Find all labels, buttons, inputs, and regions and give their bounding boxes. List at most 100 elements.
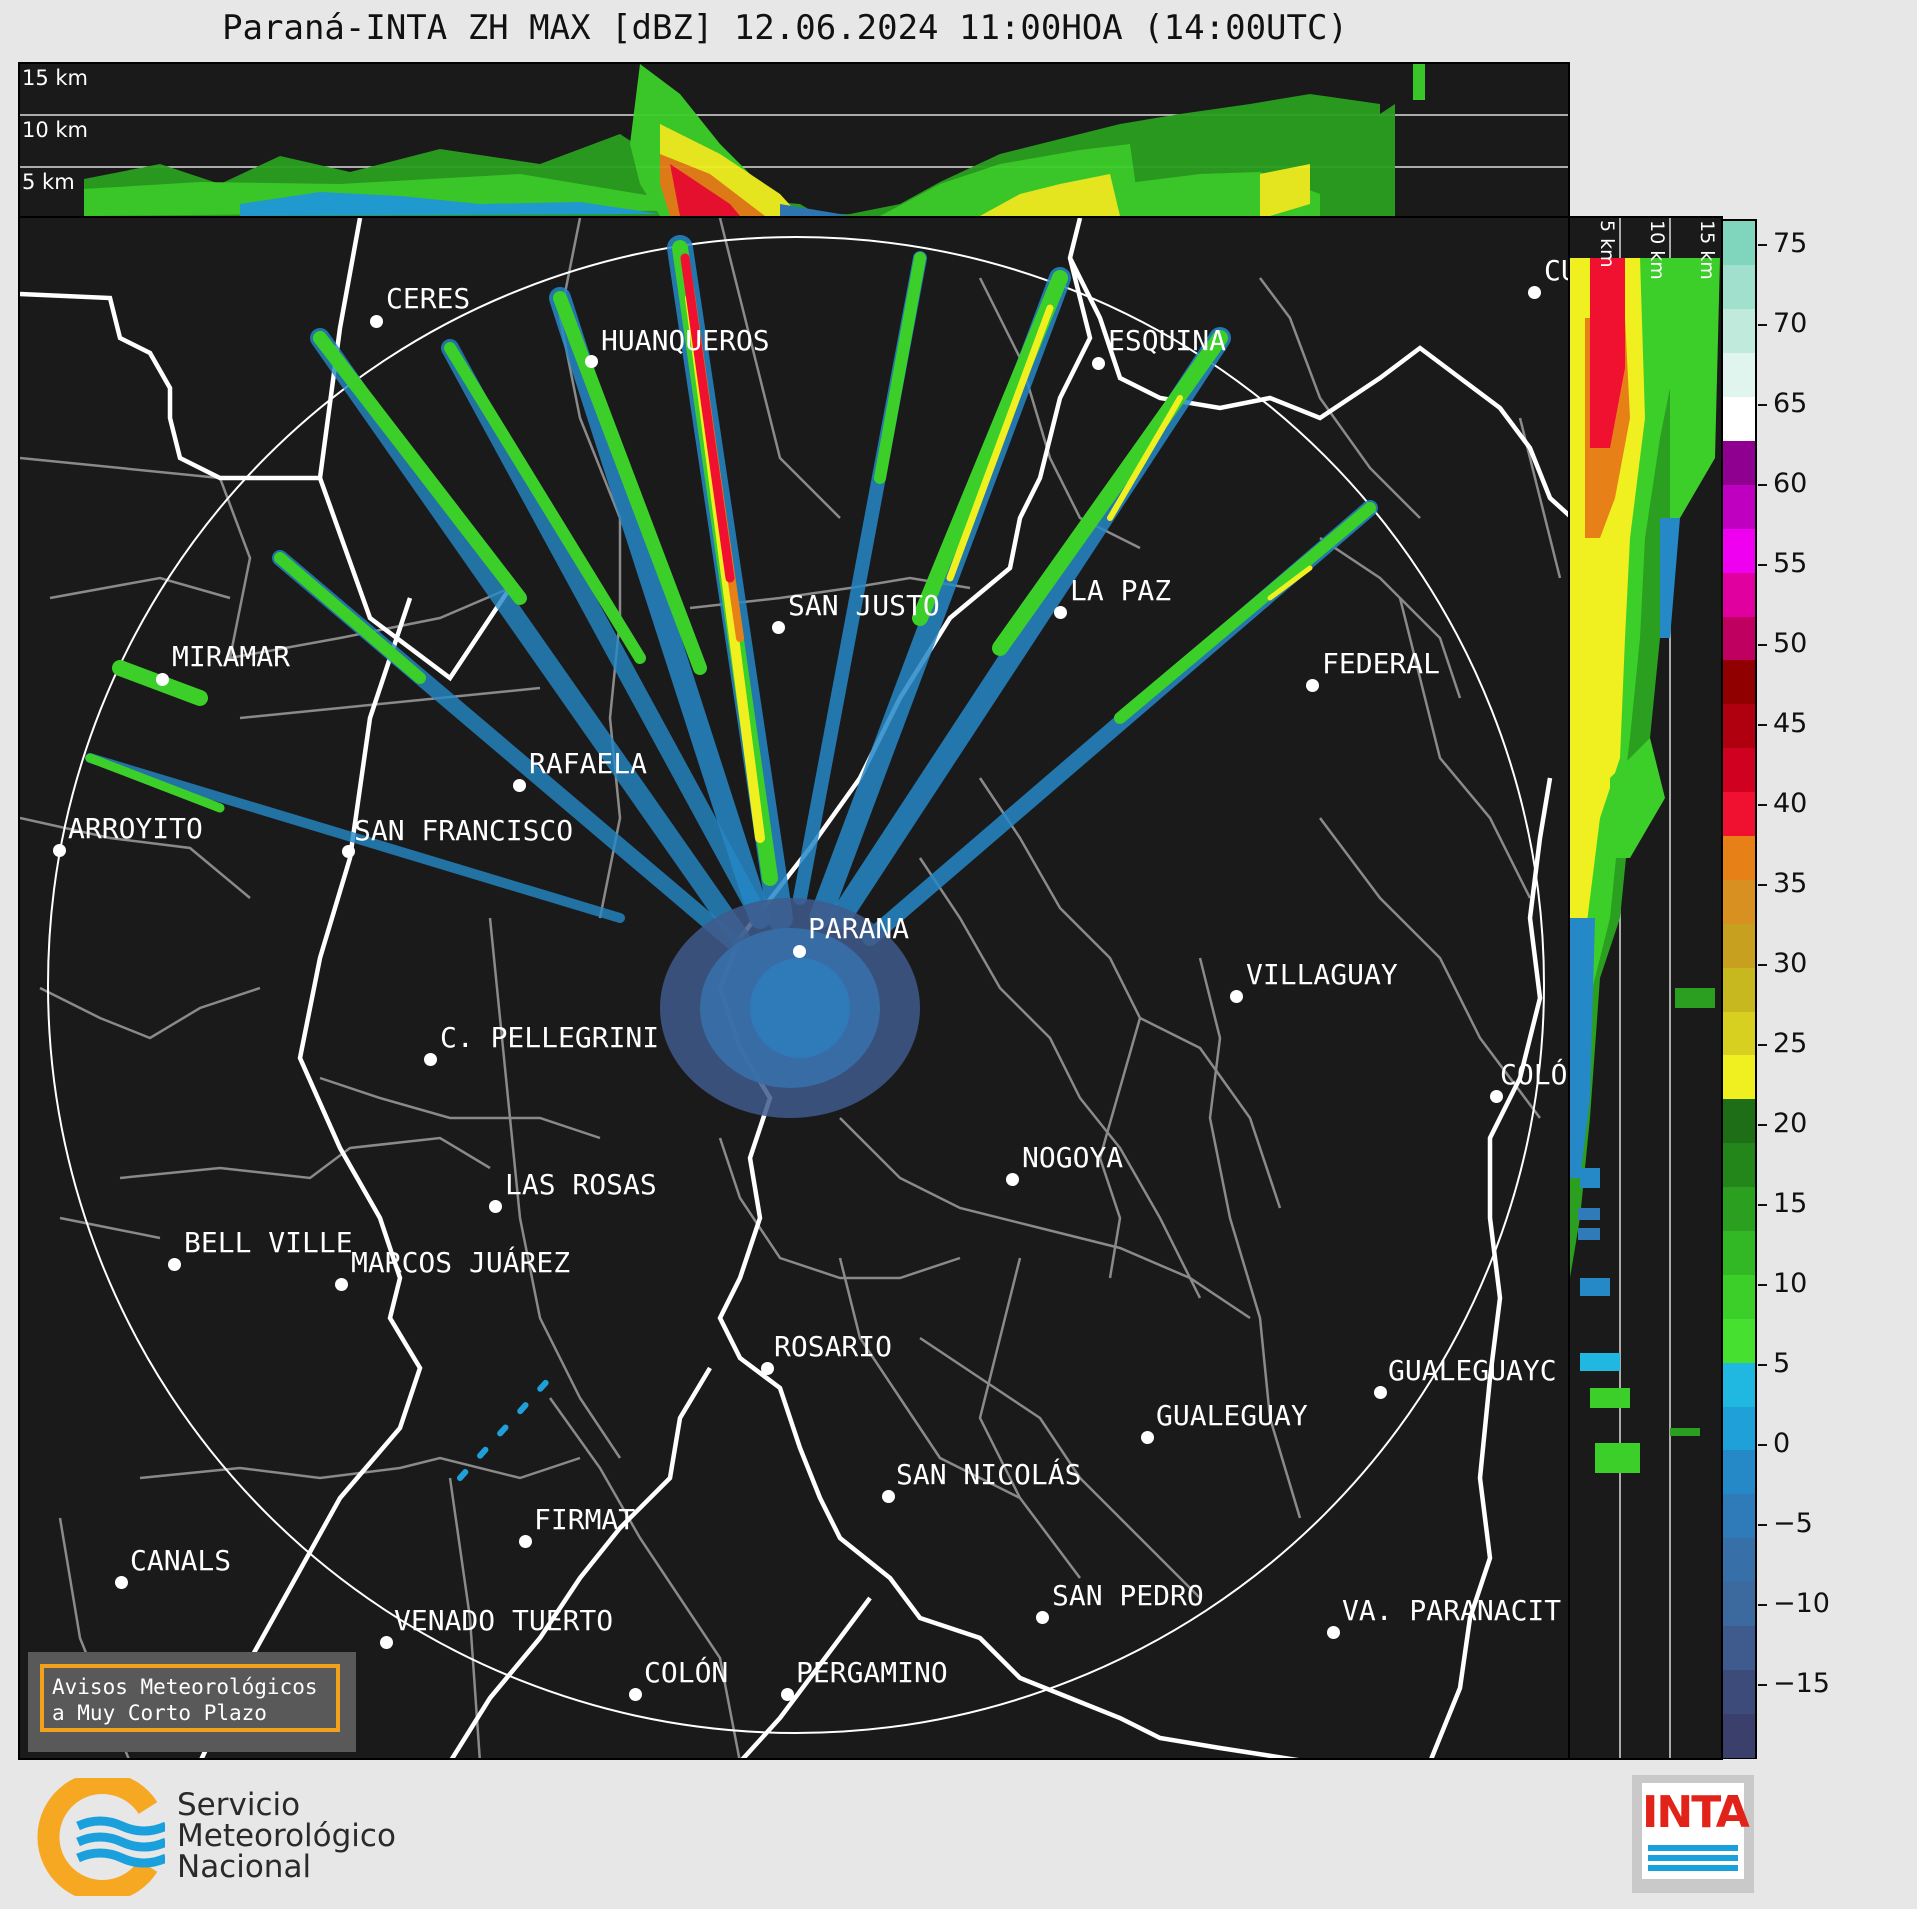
colorbar-tick	[1758, 724, 1767, 726]
city-label-marcos-juarez: MARCOS JUÁREZ	[351, 1246, 571, 1279]
radar-echoes	[85, 235, 1378, 1481]
right-alt-label-5km: 5 km	[1596, 220, 1618, 268]
city-marker	[335, 1278, 348, 1291]
colorbar-band	[1723, 703, 1755, 749]
city-label-arroyito: ARROYITO	[68, 812, 203, 845]
reflectivity-colorbar	[1721, 219, 1757, 1759]
city-label-san-nicolas: SAN NICOLÁS	[896, 1458, 1082, 1491]
colorbar-band	[1723, 791, 1755, 836]
alt-label-5km: 5 km	[22, 170, 75, 194]
city-marker	[424, 1053, 437, 1066]
right-cross-section-echoes	[1570, 218, 1720, 1758]
city-marker	[1490, 1090, 1503, 1103]
colorbar-tick	[1758, 884, 1767, 886]
city-label-huanqueros: HUANQUEROS	[601, 324, 770, 357]
colorbar-band	[1723, 747, 1755, 793]
city-label-cu: CU	[1544, 254, 1568, 287]
city-label-esquina: ESQUINA	[1108, 324, 1227, 357]
colorbar-band	[1723, 923, 1755, 968]
city-marker	[1054, 606, 1067, 619]
city-label-colo: COLÓ	[1500, 1058, 1568, 1091]
city-marker	[115, 1576, 128, 1589]
colorbar-band	[1723, 572, 1755, 617]
colorbar-band	[1723, 1537, 1755, 1583]
colorbar-tick	[1758, 1364, 1767, 1366]
colorbar-tick	[1758, 244, 1767, 246]
colorbar-band	[1723, 659, 1755, 705]
colorbar-tick	[1758, 1204, 1767, 1206]
top-cross-section-panel: 15 km 10 km 5 km	[18, 62, 1570, 218]
city-marker	[1036, 1611, 1049, 1624]
colorbar-tick-label: −5	[1773, 1508, 1813, 1539]
radar-map	[20, 218, 1568, 1758]
colorbar-tick	[1758, 1044, 1767, 1046]
city-label-gualeguay: GUALEGUAY	[1156, 1399, 1308, 1432]
top-cross-section-echoes	[20, 64, 1568, 216]
colorbar-band	[1723, 1669, 1755, 1714]
city-label-villaguay: VILLAGUAY	[1246, 958, 1398, 991]
city-marker	[1374, 1386, 1387, 1399]
notice-line-1: Avisos Meteorológicos	[52, 1675, 318, 1699]
city-marker-radar	[793, 945, 806, 958]
colorbar-tick	[1758, 1604, 1767, 1606]
notice-box: Avisos Meteorológicos a Muy Corto Plazo	[28, 1652, 356, 1752]
colorbar-band	[1723, 1405, 1755, 1451]
colorbar-tick-label: 50	[1773, 628, 1808, 659]
city-label-ceres: CERES	[386, 282, 471, 315]
colorbar-tick-label: 70	[1773, 308, 1808, 339]
city-label-gualeguayc: GUALEGUAYC	[1388, 1354, 1557, 1387]
city-label-va-paranacit: VA. PARANACIT	[1342, 1594, 1562, 1627]
city-marker	[53, 844, 66, 857]
colorbar-tick-label: 65	[1773, 388, 1808, 419]
city-marker	[1092, 357, 1105, 370]
colorbar-tick	[1758, 404, 1767, 406]
colorbar-tick-label: 40	[1773, 788, 1808, 819]
notice-frame: Avisos Meteorológicos a Muy Corto Plazo	[40, 1664, 340, 1732]
colorbar-band	[1723, 1713, 1755, 1758]
city-marker	[380, 1636, 393, 1649]
city-marker	[489, 1200, 502, 1213]
colorbar-band	[1723, 1274, 1755, 1319]
colorbar-tick-label: 75	[1773, 228, 1808, 259]
city-marker	[1141, 1431, 1154, 1444]
city-marker	[519, 1535, 532, 1548]
city-marker	[342, 845, 355, 858]
colorbar-tick	[1758, 484, 1767, 486]
city-marker	[168, 1258, 181, 1271]
colorbar-band	[1723, 967, 1755, 1012]
colorbar-band	[1723, 1449, 1755, 1495]
colorbar-tick-label: 25	[1773, 1028, 1808, 1059]
colorbar-band	[1723, 484, 1755, 529]
smn-line-3: Nacional	[177, 1849, 312, 1885]
colorbar-band	[1723, 396, 1755, 442]
city-label-san-pedro: SAN PEDRO	[1052, 1579, 1204, 1612]
city-marker	[781, 1688, 794, 1701]
city-label-las-rosas: LAS ROSAS	[505, 1168, 657, 1201]
colorbar-tick-label: 20	[1773, 1108, 1808, 1139]
colorbar-band	[1723, 1142, 1755, 1188]
colorbar-tick	[1758, 1124, 1767, 1126]
city-label-c-pellegrini: C. PELLEGRINI	[440, 1021, 660, 1054]
colorbar-tick	[1758, 964, 1767, 966]
city-label-colon: COLÓN	[644, 1656, 729, 1689]
city-marker	[1306, 679, 1319, 692]
chart-title: Paraná-INTA ZH MAX [dBZ] 12.06.2024 11:0…	[222, 8, 1348, 48]
colorbar-band	[1723, 264, 1755, 310]
colorbar-band	[1723, 835, 1755, 880]
colorbar-band	[1723, 879, 1755, 924]
colorbar-band	[1723, 1625, 1755, 1670]
colorbar-tick-label: 60	[1773, 468, 1808, 499]
colorbar-tick	[1758, 1684, 1767, 1686]
colorbar-band	[1723, 1230, 1755, 1275]
colorbar-band	[1723, 308, 1755, 354]
city-label-pergamino: PERGAMINO	[796, 1656, 948, 1689]
colorbar-tick-label: 45	[1773, 708, 1808, 739]
city-label-nogoya: NOGOYA	[1022, 1141, 1124, 1174]
colorbar-tick	[1758, 1284, 1767, 1286]
city-label-venado-tuerto: VENADO TUERTO	[394, 1604, 614, 1637]
inta-logo-box: INTA	[1642, 1783, 1750, 1879]
colorbar-tick	[1758, 1524, 1767, 1526]
city-marker	[156, 673, 169, 686]
smn-line-1: Servicio	[177, 1787, 301, 1823]
city-label-rafaela: RAFAELA	[529, 747, 648, 780]
